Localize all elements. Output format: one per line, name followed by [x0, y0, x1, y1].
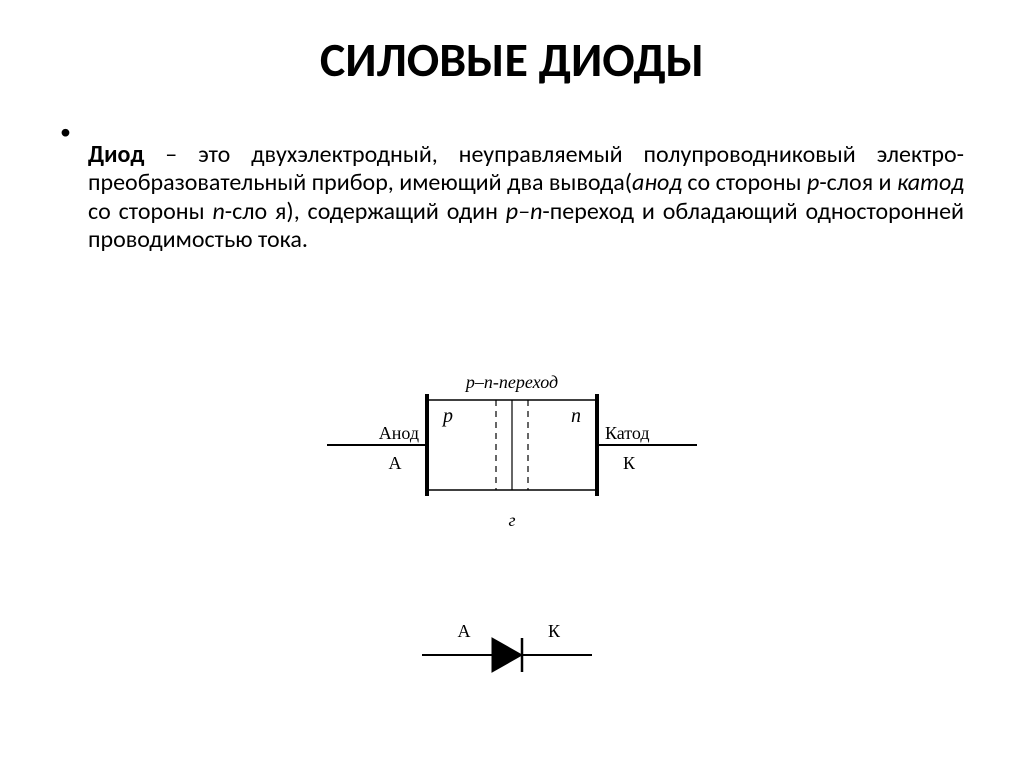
svg-text:К: К — [548, 621, 561, 641]
svg-text:А: А — [458, 621, 471, 641]
diode-symbol-svg: АК — [382, 600, 642, 690]
page-title: СИЛОВЫЕ ДИОДЫ — [60, 30, 964, 89]
svg-text:р: р — [441, 405, 453, 427]
svg-text:Катод: Катод — [605, 423, 650, 443]
pn-structure-diagram: р–n-переход р n Анод Катод А Кг — [0, 360, 1024, 560]
svg-text:Анод: Анод — [379, 423, 419, 443]
diode-symbol-diagram: АК — [0, 600, 1024, 700]
svg-text:n: n — [571, 405, 581, 427]
slide: СИЛОВЫЕ ДИОДЫ • Диод – это двухэлектродн… — [0, 0, 1024, 767]
svg-text:А: А — [389, 453, 402, 473]
svg-text:К: К — [623, 453, 636, 473]
definition-row: • Диод – это двухэлектродный, неуправляе… — [60, 117, 964, 278]
bullet-dot: • — [60, 117, 88, 145]
svg-text:р–n-переход: р–n-переход — [464, 372, 558, 392]
definition-paragraph: Диод – это двухэлектродный, неуправляемы… — [88, 141, 964, 254]
svg-text:г: г — [508, 510, 515, 530]
pn-structure-svg: р–n-переход р n Анод Катод А Кг — [297, 360, 727, 560]
